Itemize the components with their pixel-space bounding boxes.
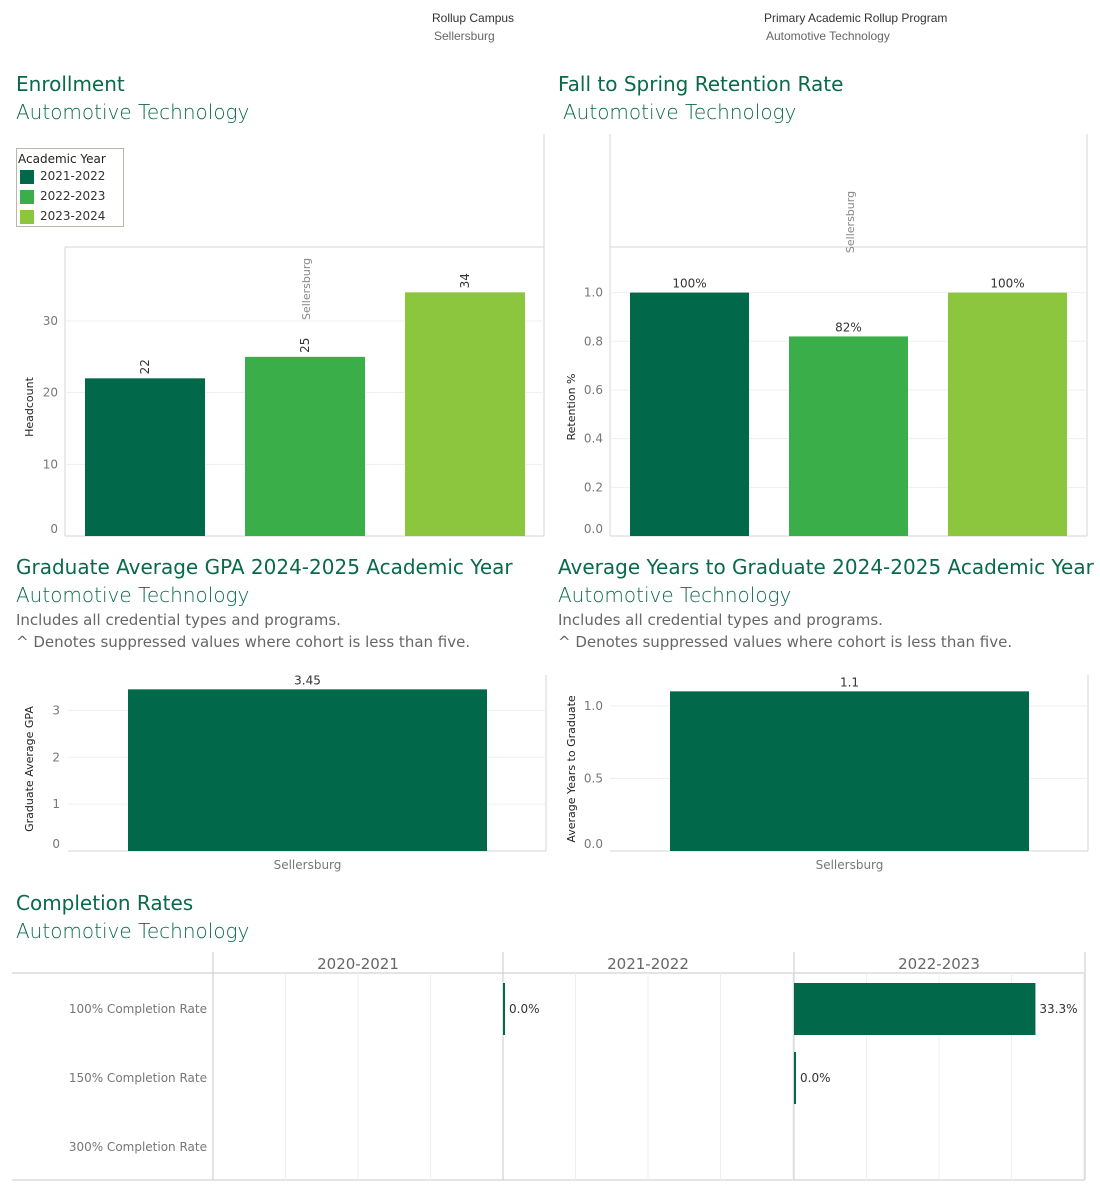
y-axis-title: Retention % <box>565 374 578 441</box>
y-tick-label: 0.2 <box>584 480 603 494</box>
legend-title: Academic Year <box>18 152 106 166</box>
gpa-subtitle: Automotive Technology <box>16 583 250 607</box>
y-tick-label: 0 <box>52 837 60 851</box>
row-label: 300% Completion Rate <box>69 1140 207 1154</box>
data-label: 0.0% <box>800 1071 831 1085</box>
bar-Sellersburg <box>670 691 1029 851</box>
bar-Sellersburg <box>128 689 487 851</box>
y-tick-label: 10 <box>43 457 58 471</box>
data-label: 0.0% <box>509 1002 540 1016</box>
enrollment-chart: 0 10 20 30 Headcount 22 25 34 Sellersburg <box>23 134 545 537</box>
bar-2022-2023 <box>245 356 365 536</box>
legend-swatch <box>20 190 34 204</box>
bar-2022-2023-row0 <box>794 983 1036 1035</box>
y-tick-label: 0.6 <box>584 383 603 397</box>
data-label: 100% <box>672 277 706 291</box>
enrollment-title: Enrollment <box>16 72 125 96</box>
data-label: 100% <box>990 277 1024 291</box>
y-tick-label: 0.0 <box>584 522 603 536</box>
legend-swatch <box>20 170 34 184</box>
y-tick-label: 0.8 <box>584 334 603 348</box>
data-label: 33.3% <box>1039 1002 1077 1016</box>
row-label: 100% Completion Rate <box>69 1002 207 1016</box>
y-tick-label: 0.4 <box>584 432 603 446</box>
enrollment-legend[interactable]: Academic Year 2021-2022 2022-2023 2023-2… <box>16 148 124 227</box>
x-tick-label: Sellersburg <box>274 858 342 872</box>
column-header-2020-2021: 2020-2021 <box>317 955 399 973</box>
retention-chart: 0.0 0.2 0.4 0.6 0.8 1.0 Retention % 100% 82% 100%… <box>565 134 1088 537</box>
legend-label: 2021-2022 <box>40 169 106 183</box>
completion-title: Completion Rates <box>16 891 194 915</box>
bar-2022-2023 <box>789 336 908 536</box>
legend-label: 2023-2024 <box>40 209 106 223</box>
retention-panel-label: Sellersburg <box>844 191 857 253</box>
y-tick-label: 0.0 <box>584 837 603 851</box>
y-tick-label: 0.5 <box>584 771 603 785</box>
data-label: 34 <box>458 273 472 288</box>
bar-2022-2023-row1 <box>794 1052 796 1104</box>
gpa-title: Graduate Average GPA 2024-2025 Academic … <box>16 555 513 579</box>
x-tick-label: Sellersburg <box>816 858 884 872</box>
data-label: 3.45 <box>294 673 321 687</box>
enrollment-subtitle: Automotive Technology <box>16 100 250 124</box>
bar-2023-2024 <box>948 292 1067 536</box>
y-axis-title: Graduate Average GPA <box>23 706 36 832</box>
y-tick-label: 2 <box>52 750 60 764</box>
bar-2021-2022 <box>85 378 205 536</box>
bar-2021-2022-row0 <box>503 983 505 1035</box>
campus-filter-value[interactable]: Sellersburg <box>434 29 495 43</box>
retention-subtitle: Automotive Technology <box>563 100 797 124</box>
years-note-2: ^ Denotes suppressed values where cohort… <box>558 633 1013 651</box>
years-note-1: Includes all credential types and progra… <box>558 611 883 629</box>
gpa-note-1: Includes all credential types and progra… <box>16 611 341 629</box>
data-label: 22 <box>138 359 152 374</box>
years-title: Average Years to Graduate 2024-2025 Acad… <box>558 555 1094 579</box>
completion-subtitle: Automotive Technology <box>16 919 250 943</box>
y-tick-label: 30 <box>43 314 58 328</box>
y-tick-label: 1.0 <box>584 286 603 300</box>
completion-chart: 2020-2021 2021-2022 2022-2023 100% Completi… <box>12 952 1086 1181</box>
y-tick-label: 1.0 <box>584 699 603 713</box>
years-chart: 0.0 0.5 1.0 Average Years to Graduate 1.1 Sel… <box>565 675 1089 872</box>
row-label: 150% Completion Rate <box>69 1071 207 1085</box>
column-header-2022-2023: 2022-2023 <box>898 955 980 973</box>
y-tick-label: 3 <box>52 703 60 717</box>
program-filter-title: Primary Academic Rollup Program <box>764 11 948 25</box>
legend-swatch <box>20 210 34 224</box>
program-filter-value[interactable]: Automotive Technology <box>766 29 890 43</box>
data-label: 1.1 <box>840 675 859 689</box>
y-tick-label: 20 <box>43 386 58 400</box>
y-tick-label: 1 <box>52 797 60 811</box>
gpa-note-2: ^ Denotes suppressed values where cohort… <box>16 633 471 651</box>
years-subtitle: Automotive Technology <box>558 583 792 607</box>
column-header-2021-2022: 2021-2022 <box>607 955 689 973</box>
enrollment-panel-label: Sellersburg <box>300 258 313 320</box>
legend-label: 2022-2023 <box>40 189 106 203</box>
retention-title: Fall to Spring Retention Rate <box>558 72 844 96</box>
y-axis-title: Headcount <box>23 376 36 436</box>
campus-filter-title: Rollup Campus <box>432 11 515 25</box>
data-label: 82% <box>835 320 862 334</box>
y-tick-label: 0 <box>50 522 58 536</box>
bar-2023-2024 <box>405 292 525 536</box>
data-label: 25 <box>298 338 312 353</box>
y-axis-title: Average Years to Graduate <box>565 695 578 843</box>
bar-2021-2022 <box>630 292 749 536</box>
gpa-chart: 0 1 2 3 Graduate Average GPA 3.45 Sellersburg <box>23 673 547 872</box>
